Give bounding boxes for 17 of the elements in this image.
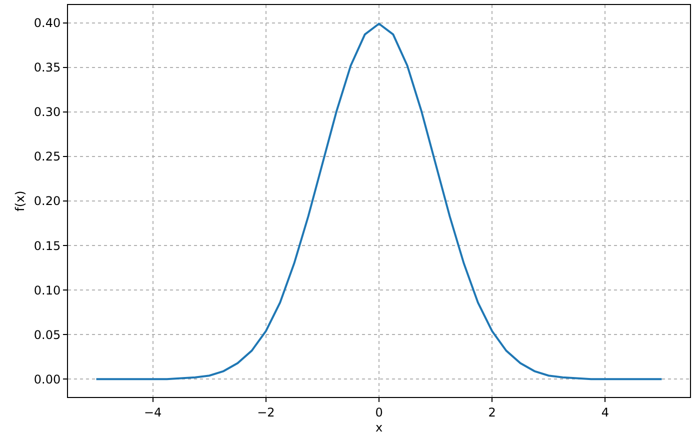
y-tick-label: 0.20	[34, 194, 61, 208]
line-series	[95, 22, 663, 380]
y-tick-label: 0.30	[34, 105, 61, 120]
x-tick-label: 2	[488, 405, 496, 420]
y-tick-label: 0.35	[34, 60, 61, 75]
x-tick-label: −2	[257, 405, 275, 420]
x-axis-title: x	[375, 420, 383, 434]
x-tick-label: 4	[601, 405, 609, 420]
y-tick-label: 0.25	[34, 150, 61, 164]
y-tick-label: 0.10	[34, 283, 61, 298]
y-tick-label: 0.15	[34, 238, 61, 253]
x-tick-label: 0	[375, 405, 383, 420]
y-tick-label: 0.05	[34, 328, 61, 342]
y-tick-label: 0.00	[34, 372, 61, 386]
y-tick-label: 0.40	[34, 16, 61, 30]
y-axis-title: f(x)	[13, 190, 28, 212]
x-tick-label: −4	[144, 405, 162, 420]
